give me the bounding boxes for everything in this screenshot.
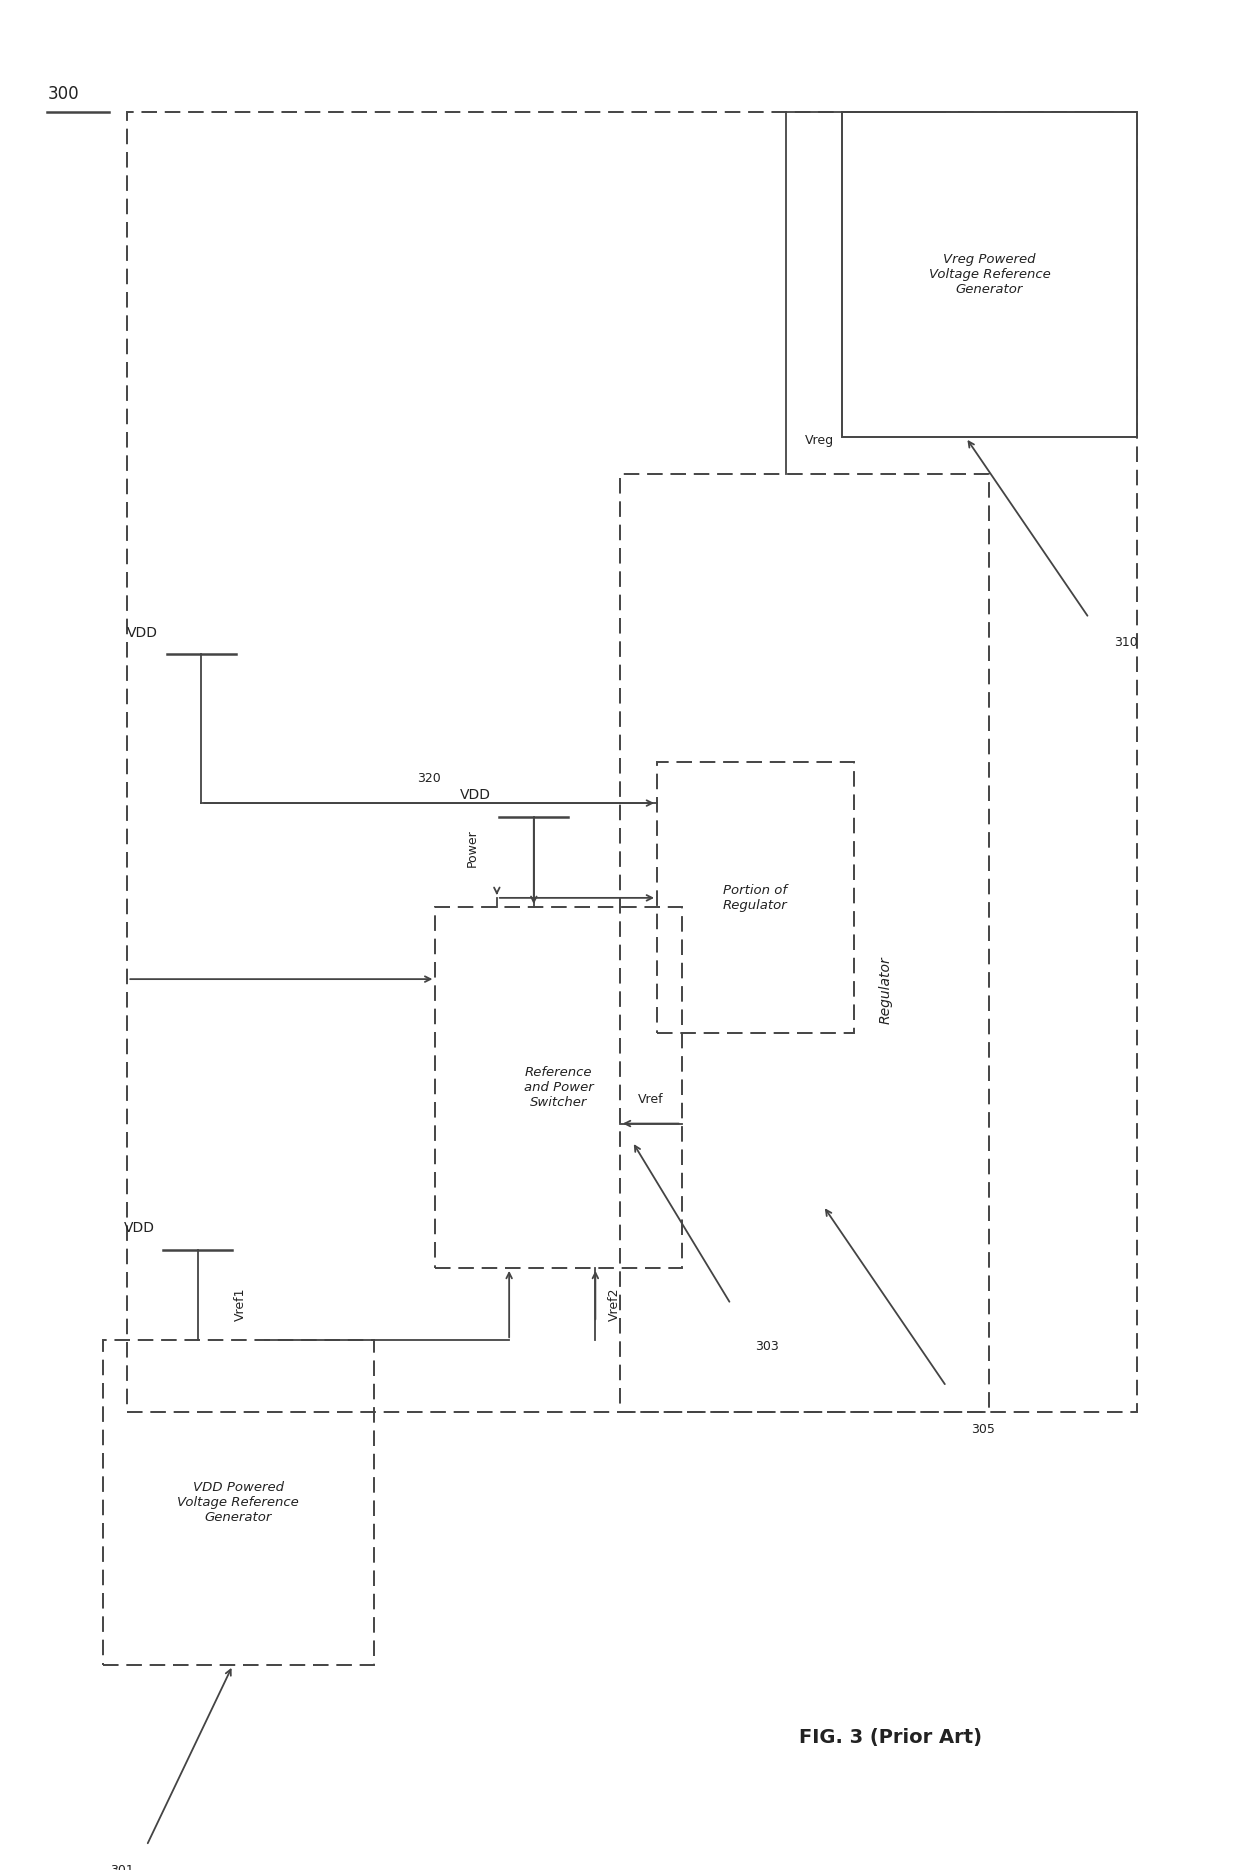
Text: 320: 320: [417, 772, 441, 785]
Text: VDD: VDD: [460, 787, 491, 802]
Text: Vref1: Vref1: [234, 1287, 247, 1320]
Bar: [842, 112, 1137, 438]
Text: 305: 305: [971, 1423, 994, 1436]
Text: 310: 310: [1114, 636, 1137, 649]
Text: Portion of
Regulator: Portion of Regulator: [723, 885, 787, 913]
Text: VDD Powered
Voltage Reference
Generator: VDD Powered Voltage Reference Generator: [177, 1481, 299, 1524]
Text: 301: 301: [110, 1864, 134, 1870]
Text: Regulator: Regulator: [879, 956, 893, 1025]
Text: VDD: VDD: [124, 1221, 155, 1236]
Bar: [103, 1341, 373, 1664]
Text: Vreg Powered
Voltage Reference
Generator: Vreg Powered Voltage Reference Generator: [929, 254, 1050, 297]
Text: Vreg: Vreg: [805, 434, 833, 447]
Text: VDD: VDD: [128, 626, 159, 640]
Bar: [657, 763, 854, 1034]
Bar: [435, 907, 682, 1268]
Text: Reference
and Power
Switcher: Reference and Power Switcher: [523, 1066, 593, 1109]
Bar: [620, 473, 990, 1412]
Text: Power: Power: [465, 830, 479, 868]
Text: 300: 300: [47, 86, 79, 103]
Text: 303: 303: [755, 1341, 779, 1354]
Text: FIG. 3 (Prior Art): FIG. 3 (Prior Art): [800, 1728, 982, 1747]
Text: Vref2: Vref2: [608, 1287, 621, 1320]
Bar: [128, 112, 1137, 1412]
Text: Vref: Vref: [637, 1092, 663, 1105]
